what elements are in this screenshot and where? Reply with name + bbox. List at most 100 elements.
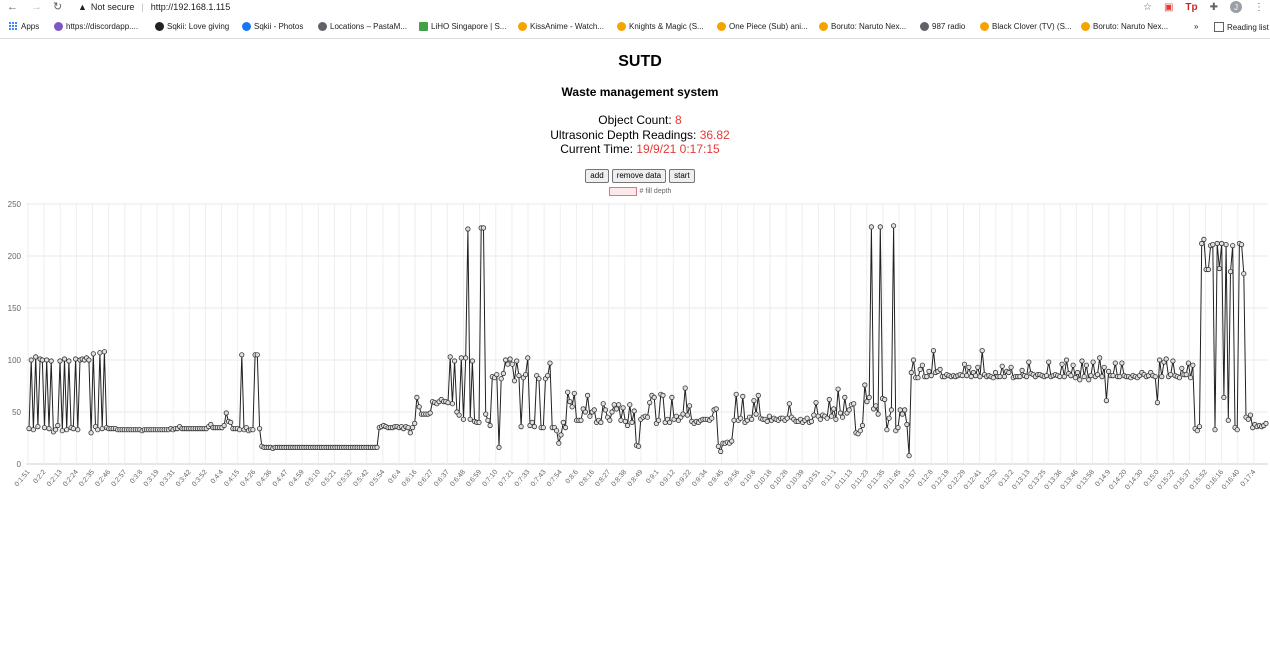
data-point bbox=[1159, 374, 1165, 380]
data-point bbox=[766, 413, 773, 419]
data-point bbox=[753, 411, 759, 417]
tp-extension-icon[interactable]: Tp bbox=[1185, 1, 1198, 13]
data-point bbox=[611, 402, 617, 408]
data-point bbox=[1099, 374, 1105, 380]
pocket-icon[interactable]: ▣ bbox=[1163, 1, 1174, 13]
bookmark-radio[interactable]: 987 radio bbox=[920, 22, 965, 31]
data-point bbox=[61, 356, 68, 362]
data-point bbox=[647, 400, 653, 406]
data-point bbox=[516, 373, 522, 379]
bookmark-liho[interactable]: LiHO Singapore | S... bbox=[419, 22, 506, 31]
extensions-icon[interactable]: ✚ bbox=[1209, 1, 1218, 13]
url-text[interactable]: http://192.168.1.115 bbox=[150, 2, 231, 12]
data-point bbox=[582, 409, 589, 415]
data-point bbox=[90, 351, 96, 357]
add-button[interactable]: add bbox=[585, 169, 609, 183]
data-point bbox=[529, 419, 535, 425]
x-tick-label: 0:9:45 bbox=[707, 469, 725, 488]
menu-icon[interactable]: ⋮ bbox=[1254, 1, 1264, 13]
data-point bbox=[64, 427, 70, 433]
x-tick-label: 0:1:51 bbox=[14, 469, 32, 488]
data-point bbox=[1214, 240, 1220, 247]
data-point bbox=[35, 424, 41, 430]
sqkii-icon bbox=[155, 22, 164, 31]
x-tick-label: 0:9:1 bbox=[645, 469, 660, 486]
bookmark-knights[interactable]: Knights & Magic (S... bbox=[617, 22, 704, 31]
bookmark-boruto-2[interactable]: Boruto: Naruto Nex... bbox=[1081, 22, 1168, 31]
bookmark-kissanime[interactable]: KissAnime - Watch... bbox=[518, 22, 604, 31]
bookmark-pasta[interactable]: Locations – PastaM... bbox=[318, 22, 407, 31]
bookmark-label: Black Clover (TV) (S... bbox=[992, 22, 1072, 31]
data-point bbox=[1026, 359, 1032, 365]
data-point bbox=[1219, 240, 1225, 247]
data-point bbox=[1241, 271, 1247, 277]
data-point bbox=[999, 363, 1005, 369]
bookmark-label: Boruto: Naruto Nex... bbox=[831, 22, 907, 31]
bookmark-overflow[interactable]: » bbox=[1194, 22, 1198, 31]
bookmark-discord[interactable]: https://discordapp.... bbox=[54, 22, 138, 31]
avatar[interactable]: J bbox=[1230, 1, 1242, 13]
bookmark-boruto[interactable]: Boruto: Naruto Nex... bbox=[819, 22, 906, 31]
data-point bbox=[607, 417, 613, 423]
forward-arrow-icon[interactable]: → bbox=[31, 1, 42, 13]
data-point bbox=[1247, 412, 1254, 418]
data-point bbox=[859, 422, 866, 429]
data-point bbox=[1223, 241, 1229, 248]
bookmark-sqkii[interactable]: Sqkii: Love giving bbox=[155, 22, 229, 31]
data-point bbox=[839, 414, 846, 420]
data-point bbox=[977, 374, 983, 380]
x-tick-label: 0:6:27 bbox=[417, 469, 435, 488]
x-tick-label: 0:2:24 bbox=[62, 469, 80, 488]
data-point bbox=[910, 357, 917, 363]
reload-icon[interactable]: ↻ bbox=[53, 1, 63, 13]
x-tick-label: 0:13:58 bbox=[1076, 469, 1096, 491]
chart-legend[interactable]: # fill depth bbox=[0, 187, 1270, 196]
kissanime-icon bbox=[617, 22, 626, 31]
data-point bbox=[1086, 377, 1092, 383]
data-point bbox=[618, 417, 624, 423]
data-point bbox=[864, 399, 870, 405]
bookmark-sqkii-photos[interactable]: Sqkii - Photos bbox=[242, 22, 303, 31]
data-point bbox=[1157, 357, 1163, 363]
x-tick-label: 0:4:26 bbox=[239, 469, 257, 488]
data-point bbox=[684, 412, 691, 418]
data-point bbox=[709, 415, 715, 421]
reading-list[interactable]: Reading list bbox=[1214, 22, 1269, 32]
data-point bbox=[813, 400, 819, 406]
data-point bbox=[1103, 398, 1110, 404]
remove-data-button[interactable]: remove data bbox=[611, 169, 667, 183]
data-point bbox=[620, 405, 626, 411]
data-point bbox=[866, 394, 872, 400]
x-tick-label: 0:3:52 bbox=[191, 469, 209, 488]
address-bar[interactable]: ▲ Not secure | http://192.168.1.115 bbox=[78, 0, 230, 14]
back-arrow-icon[interactable]: ← bbox=[7, 1, 18, 13]
bookmark-apps[interactable]: Apps bbox=[9, 22, 39, 31]
page-subtitle: Waste management system bbox=[561, 85, 719, 99]
data-point bbox=[256, 426, 263, 432]
star-icon[interactable]: ☆ bbox=[1142, 1, 1152, 13]
data-point bbox=[553, 428, 560, 434]
data-point bbox=[886, 415, 892, 421]
x-tick-label: 0:8:27 bbox=[594, 469, 612, 488]
data-point bbox=[733, 391, 739, 397]
data-point bbox=[1196, 424, 1203, 430]
data-point bbox=[622, 418, 628, 424]
data-point bbox=[1083, 362, 1090, 368]
x-tick-label: 0:5:54 bbox=[369, 469, 387, 488]
x-tick-label: 0:8:38 bbox=[610, 469, 628, 488]
data-point bbox=[884, 427, 890, 433]
data-point bbox=[578, 417, 584, 423]
start-button[interactable]: start bbox=[669, 169, 695, 183]
data-point bbox=[522, 372, 529, 378]
data-point bbox=[897, 407, 903, 413]
data-point bbox=[686, 403, 693, 409]
data-point bbox=[254, 352, 260, 358]
data-point bbox=[600, 401, 606, 407]
x-tick-label: 0:5:21 bbox=[320, 469, 338, 488]
bookmark-blackclover[interactable]: Black Clover (TV) (S... bbox=[980, 22, 1072, 31]
data-point bbox=[877, 224, 883, 230]
data-point bbox=[223, 410, 229, 416]
bookmark-onepiece[interactable]: One Piece (Sub) ani... bbox=[717, 22, 808, 31]
data-point bbox=[904, 421, 910, 428]
data-point bbox=[1188, 375, 1194, 381]
